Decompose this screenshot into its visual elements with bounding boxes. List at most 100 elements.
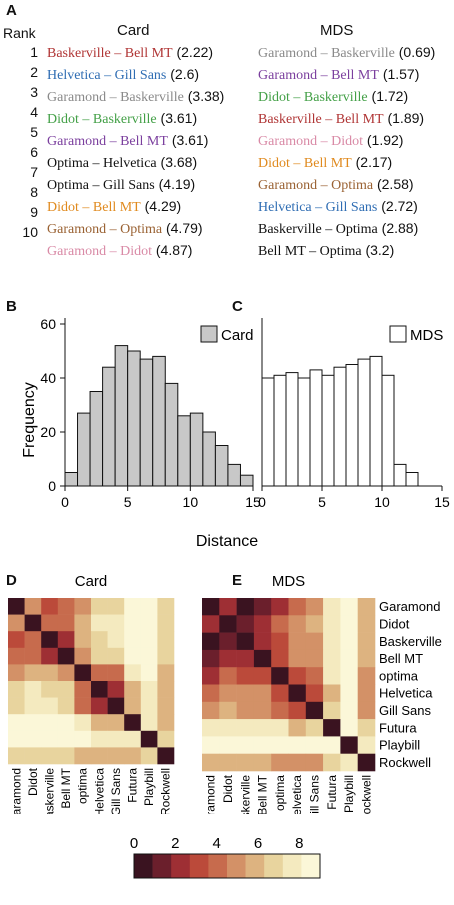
column-label: Gill Sans (109, 768, 123, 814)
row-label: optima (379, 668, 419, 683)
histogram-bar (102, 366, 116, 487)
pair-distance: (1.89) (387, 110, 425, 126)
column-label: Baskerville (238, 775, 252, 814)
font-pair: Optima – Gill Sans (47, 178, 155, 193)
heatmap-cell (107, 697, 125, 715)
heatmap-cell (24, 614, 42, 632)
heatmap-cell (357, 684, 376, 703)
pair-distance: (1.72) (371, 88, 409, 104)
heatmap-cell (157, 598, 175, 615)
histogram-bar (297, 377, 311, 487)
heatmap-cell (253, 736, 272, 754)
heatmap-cell (236, 684, 255, 703)
heatmap-cell (288, 736, 307, 754)
panel-label-b: B (6, 298, 17, 315)
heatmap-cell (340, 649, 358, 668)
heatmap-cell (323, 649, 341, 668)
heatmap-cell (41, 681, 59, 698)
heatmap-cell (74, 730, 92, 748)
heatmap-cell (288, 753, 307, 772)
heatmap-cell (323, 684, 341, 703)
heatmap-cell (323, 667, 341, 685)
heatmap-cell (91, 631, 108, 649)
heatmap-cell (340, 684, 358, 703)
pair-distance: (3.2) (365, 242, 395, 258)
font-pair: Didot – Bell MT (47, 200, 141, 215)
heatmap-cell (271, 667, 289, 685)
font-pair: Didot – Bell MT (258, 156, 352, 171)
ranked-pair-row: Garamond – Didot (4.87) (47, 240, 224, 262)
heatmap-cell (157, 614, 175, 632)
heatmap-cell (91, 681, 108, 698)
heatmap-cell (140, 631, 158, 649)
histogram-bar (189, 412, 204, 487)
heatmap-cell (140, 598, 158, 615)
histogram-mds: 0 5 10 15 MDS (258, 318, 450, 510)
histogram-bar (285, 372, 299, 487)
heatmap-cell (107, 664, 125, 682)
ranked-pair-row: Garamond – Bell MT (3.61) (47, 130, 224, 152)
column-label: Helvetica (290, 775, 304, 814)
heatmap-cell (24, 664, 42, 682)
histogram-bar (227, 463, 241, 487)
heatmap-cell (91, 714, 108, 732)
ranked-pair-row: Bell MT – Optima (3.2) (258, 240, 435, 262)
heatmap-cell (157, 697, 175, 715)
heatmap-cell (236, 632, 255, 651)
heatmap-cell (74, 598, 92, 615)
row-label: Garamond (379, 599, 440, 614)
pair-distance: (3.61) (160, 110, 198, 126)
heatmap-cell (271, 615, 289, 633)
heatmap-cell (8, 631, 25, 649)
heatmap-cell (41, 614, 59, 632)
heatmap-cell (219, 615, 237, 633)
heatmap-cell (323, 753, 341, 772)
heatmap-cell (157, 730, 175, 748)
colorbar-swatch (282, 854, 302, 878)
mds-column: Garamond – Baskerville (0.69) Garamond – … (258, 42, 435, 262)
pair-distance: (2.58) (376, 176, 414, 192)
pair-distance: (0.69) (398, 44, 436, 60)
heatmap-cell (74, 681, 92, 698)
heatmap-cell (305, 701, 324, 720)
heatmap-cell (24, 730, 42, 748)
heatmap-cell (74, 697, 92, 715)
heatmap-cell (236, 719, 255, 737)
heatmap-cell (357, 736, 376, 754)
heatmap-cell (305, 667, 324, 685)
histogram-bar (89, 391, 104, 487)
heatmap-cell (157, 631, 175, 649)
heatmap-cell (140, 714, 158, 732)
heatmap-cell (253, 649, 272, 668)
histogram-card: 0 5 10 15 0 20 40 60 Card (40, 316, 261, 510)
rank-number: 10 (22, 224, 38, 240)
heatmap-cell (57, 697, 75, 715)
heatmap-cell (140, 747, 158, 765)
heatmap-cell (271, 719, 289, 737)
panel-label-d: D (6, 572, 17, 589)
colorbar-swatch (245, 854, 265, 878)
ranked-pair-row: Garamond – Baskerville (0.69) (258, 42, 435, 64)
rank-number: 9 (30, 204, 38, 220)
rank-number: 3 (30, 84, 38, 100)
histogram-bar (114, 345, 129, 487)
mds-header: MDS (320, 22, 354, 39)
heatmap-cell (24, 598, 42, 615)
column-label: Rockwell (159, 768, 173, 814)
histogram-bar (393, 463, 407, 487)
heatmap-cell (357, 667, 376, 685)
column-label: Didot (221, 774, 235, 803)
heatmap-cell (157, 647, 175, 665)
row-label: Bell MT (379, 651, 423, 666)
heatmap-cell (271, 649, 289, 668)
heatmap-cell (219, 684, 237, 703)
panel-label-c: C (232, 298, 243, 315)
y-tick-label: 20 (40, 424, 56, 440)
heatmap-cell (340, 632, 358, 651)
heatmap-title: MDS (272, 574, 305, 590)
heatmap-cell (124, 714, 142, 732)
column-label: Baskerville (43, 768, 57, 814)
heatmap-cell (202, 736, 220, 754)
pair-distance: (4.79) (165, 220, 203, 236)
colorbar-tick-label: 0 (130, 835, 138, 852)
